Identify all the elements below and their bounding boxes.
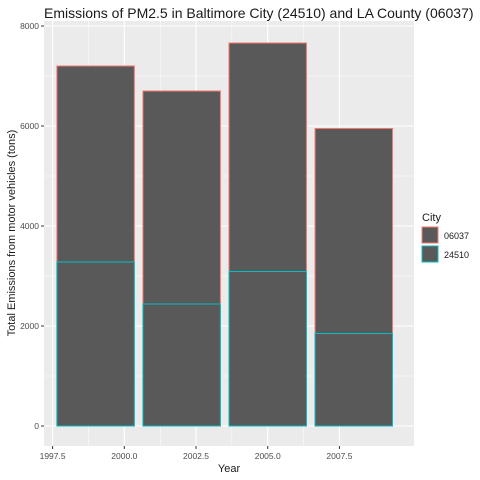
legend-label-06037: 06037 (444, 231, 469, 241)
chart-title: Emissions of PM2.5 in Baltimore City (24… (44, 5, 474, 21)
y-tick-label: 8000 (20, 21, 39, 31)
x-tick-label: 1997.5 (40, 451, 66, 461)
legend: City 06037 24510 (421, 212, 469, 263)
x-tick-label: 2007.5 (326, 451, 352, 461)
y-tick-label: 6000 (20, 121, 39, 131)
bar-24510-2005 (228, 271, 307, 427)
y-axis: 0 2000 4000 6000 8000 (20, 21, 44, 431)
x-axis-title: Year (218, 463, 241, 475)
y-tick-label: 4000 (20, 221, 39, 231)
x-tick-label: 2000.0 (111, 451, 137, 461)
x-tick-label: 2002.5 (183, 451, 209, 461)
legend-label-24510: 24510 (444, 250, 469, 260)
y-tick-label: 0 (34, 421, 39, 431)
bar-24510-2008 (314, 333, 393, 427)
bar-24510-1999 (56, 261, 135, 427)
y-tick-label: 2000 (20, 321, 39, 331)
y-axis-title: Total Emissions from motor vehicles (ton… (6, 130, 18, 337)
legend-key-06037 (421, 226, 439, 244)
x-tick-label: 2005.0 (255, 451, 281, 461)
legend-title: City (422, 212, 441, 224)
legend-key-24510 (421, 245, 439, 263)
bar-24510-2002 (142, 303, 221, 427)
bars-layer (56, 42, 393, 427)
x-axis: 1997.5 2000.0 2002.5 2005.0 2007.5 (40, 446, 353, 461)
